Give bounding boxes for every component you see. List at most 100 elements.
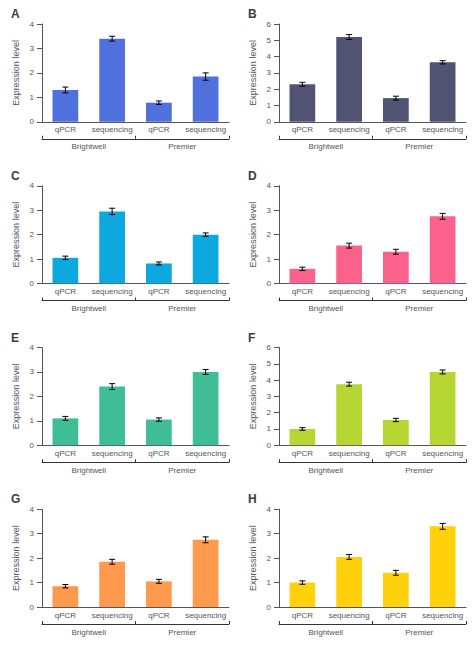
svg-text:0: 0 <box>30 279 35 288</box>
svg-text:qPCR: qPCR <box>292 449 314 458</box>
svg-text:sequencing: sequencing <box>329 125 370 134</box>
svg-text:3: 3 <box>30 529 35 538</box>
svg-text:4: 4 <box>267 505 272 514</box>
svg-text:sequencing: sequencing <box>422 449 463 458</box>
svg-text:3: 3 <box>267 392 272 401</box>
svg-text:Expression level: Expression level <box>248 525 258 591</box>
svg-text:sequencing: sequencing <box>422 611 463 620</box>
svg-text:2: 2 <box>30 554 35 563</box>
svg-text:3: 3 <box>267 529 272 538</box>
svg-text:2: 2 <box>30 230 35 239</box>
svg-text:qPCR: qPCR <box>55 287 77 296</box>
svg-text:Premier: Premier <box>405 628 433 637</box>
svg-text:Expression level: Expression level <box>11 202 21 268</box>
svg-text:B: B <box>248 7 257 21</box>
svg-text:C: C <box>11 169 20 183</box>
svg-text:Expression level: Expression level <box>248 202 258 268</box>
svg-text:qPCR: qPCR <box>55 125 77 134</box>
svg-text:Premier: Premier <box>168 466 196 475</box>
svg-text:A: A <box>11 7 20 21</box>
svg-text:Premier: Premier <box>405 304 433 313</box>
svg-text:qPCR: qPCR <box>385 287 407 296</box>
svg-text:F: F <box>248 331 255 345</box>
svg-text:3: 3 <box>267 68 272 77</box>
svg-text:Premier: Premier <box>405 466 433 475</box>
svg-text:sequencing: sequencing <box>185 449 226 458</box>
svg-text:2: 2 <box>267 230 272 239</box>
svg-text:Brightwell: Brightwell <box>71 466 106 475</box>
svg-text:1: 1 <box>267 101 272 110</box>
svg-text:qPCR: qPCR <box>292 287 314 296</box>
svg-text:6: 6 <box>267 20 272 29</box>
svg-text:sequencing: sequencing <box>92 611 133 620</box>
svg-text:2: 2 <box>267 554 272 563</box>
svg-text:Expression level: Expression level <box>248 40 258 106</box>
svg-text:5: 5 <box>267 36 272 45</box>
svg-text:4: 4 <box>30 505 35 514</box>
svg-text:1: 1 <box>30 93 35 102</box>
svg-text:0: 0 <box>267 603 272 612</box>
svg-text:Brightwell: Brightwell <box>308 466 343 475</box>
svg-text:Premier: Premier <box>168 628 196 637</box>
svg-text:4: 4 <box>267 52 272 61</box>
svg-text:qPCR: qPCR <box>148 611 170 620</box>
svg-text:D: D <box>248 169 257 183</box>
svg-text:0: 0 <box>30 441 35 450</box>
svg-text:qPCR: qPCR <box>55 611 77 620</box>
svg-text:4: 4 <box>30 20 35 29</box>
svg-text:Expression level: Expression level <box>11 364 21 430</box>
svg-text:Brightwell: Brightwell <box>71 304 106 313</box>
svg-text:1: 1 <box>267 578 272 587</box>
svg-text:Premier: Premier <box>168 304 196 313</box>
svg-text:0: 0 <box>267 441 272 450</box>
svg-text:sequencing: sequencing <box>185 611 226 620</box>
svg-text:Expression level: Expression level <box>11 525 21 591</box>
svg-text:sequencing: sequencing <box>422 125 463 134</box>
svg-text:3: 3 <box>30 367 35 376</box>
svg-text:qPCR: qPCR <box>148 287 170 296</box>
svg-text:4: 4 <box>267 376 272 385</box>
svg-text:0: 0 <box>30 117 35 126</box>
svg-text:1: 1 <box>30 416 35 425</box>
svg-text:4: 4 <box>30 343 35 352</box>
svg-text:sequencing: sequencing <box>329 449 370 458</box>
svg-text:2: 2 <box>267 85 272 94</box>
svg-text:qPCR: qPCR <box>292 611 314 620</box>
svg-text:4: 4 <box>30 181 35 190</box>
svg-text:Brightwell: Brightwell <box>308 304 343 313</box>
svg-text:0: 0 <box>267 117 272 126</box>
svg-text:sequencing: sequencing <box>329 287 370 296</box>
svg-text:qPCR: qPCR <box>148 125 170 134</box>
svg-text:Brightwell: Brightwell <box>71 142 106 151</box>
svg-text:3: 3 <box>30 206 35 215</box>
svg-text:qPCR: qPCR <box>292 125 314 134</box>
svg-text:H: H <box>248 492 257 506</box>
svg-text:1: 1 <box>30 255 35 264</box>
svg-text:0: 0 <box>267 279 272 288</box>
svg-text:sequencing: sequencing <box>92 287 133 296</box>
svg-text:qPCR: qPCR <box>385 611 407 620</box>
svg-text:Premier: Premier <box>168 142 196 151</box>
svg-text:sequencing: sequencing <box>92 449 133 458</box>
svg-text:4: 4 <box>267 181 272 190</box>
svg-text:Brightwell: Brightwell <box>308 142 343 151</box>
svg-text:sequencing: sequencing <box>422 287 463 296</box>
svg-text:Brightwell: Brightwell <box>71 628 106 637</box>
svg-text:Expression level: Expression level <box>11 40 21 106</box>
svg-text:Expression level: Expression level <box>248 364 258 430</box>
svg-text:sequencing: sequencing <box>92 125 133 134</box>
svg-text:qPCR: qPCR <box>55 449 77 458</box>
svg-text:6: 6 <box>267 343 272 352</box>
svg-text:qPCR: qPCR <box>385 125 407 134</box>
svg-text:1: 1 <box>267 255 272 264</box>
svg-text:Brightwell: Brightwell <box>308 628 343 637</box>
svg-text:2: 2 <box>267 408 272 417</box>
svg-text:sequencing: sequencing <box>329 611 370 620</box>
svg-text:2: 2 <box>30 68 35 77</box>
svg-text:3: 3 <box>267 206 272 215</box>
svg-text:G: G <box>11 492 20 506</box>
svg-text:0: 0 <box>30 603 35 612</box>
svg-text:2: 2 <box>30 392 35 401</box>
svg-text:1: 1 <box>30 578 35 587</box>
svg-text:qPCR: qPCR <box>385 449 407 458</box>
